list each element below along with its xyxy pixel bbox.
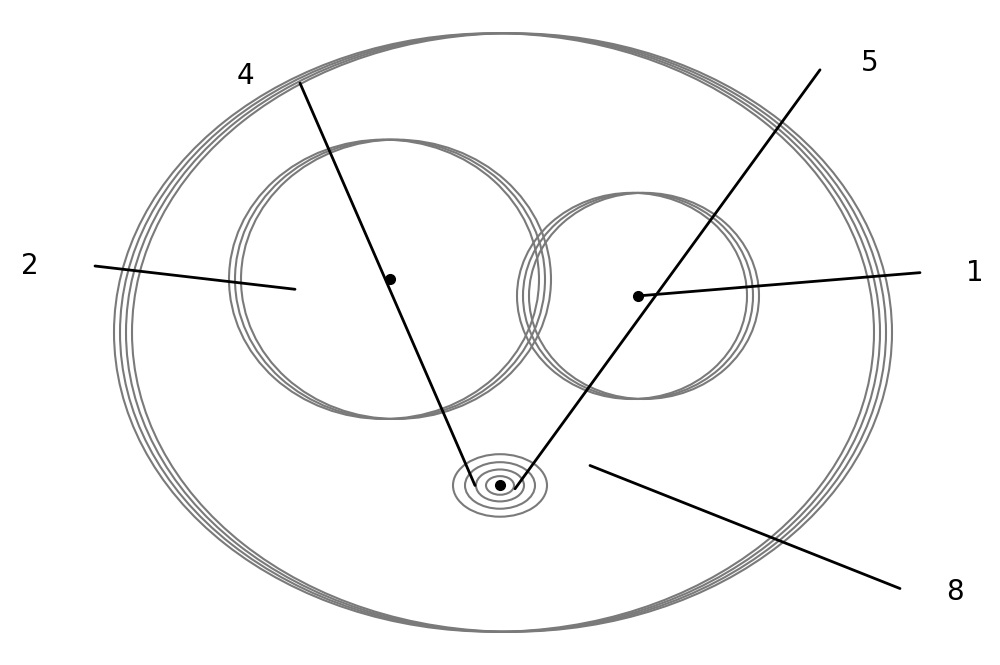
Text: 8: 8 [946,578,964,606]
Text: 2: 2 [21,252,39,280]
Text: 4: 4 [236,63,254,90]
Text: 5: 5 [861,49,879,77]
Text: 1: 1 [966,259,984,287]
